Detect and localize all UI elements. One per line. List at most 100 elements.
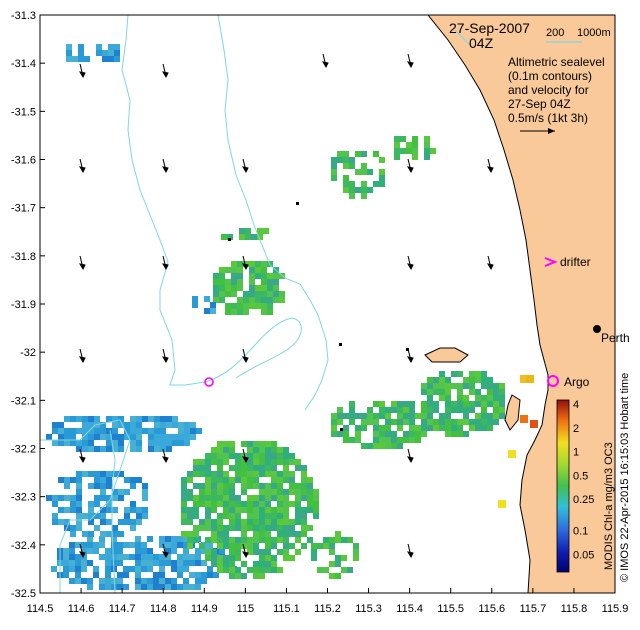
- chl-pixel: [259, 489, 265, 495]
- chl-pixel: [205, 453, 211, 459]
- chl-pixel: [445, 395, 451, 401]
- chl-pixel: [181, 507, 187, 513]
- chl-pixel: [223, 525, 229, 531]
- chl-pixel: [111, 584, 117, 590]
- chl-pixel: [367, 413, 373, 419]
- chl-pixel: [241, 477, 247, 483]
- chl-pixel: [147, 554, 153, 560]
- chl-pixel: [493, 389, 499, 395]
- chl-pixel: [204, 308, 210, 314]
- chl-pixel: [141, 554, 147, 560]
- chl-pixel: [241, 507, 247, 513]
- chl-pixel: [237, 261, 243, 267]
- chl-pixel: [403, 407, 409, 413]
- chl-pixel: [265, 537, 271, 543]
- chl-pixel: [106, 477, 112, 483]
- velocity-arrow-head: [408, 552, 413, 557]
- chl-pixel: [192, 302, 198, 308]
- chl-pixel: [64, 483, 70, 489]
- chl-pixel: [295, 489, 301, 495]
- chl-pixel: [184, 422, 190, 428]
- chl-pixel: [142, 428, 148, 434]
- chl-pixel: [317, 567, 323, 573]
- chl-pixel: [114, 50, 120, 56]
- chl-pixel: [457, 425, 463, 431]
- chl-pixel: [313, 501, 319, 507]
- chl-pixel: [229, 447, 235, 453]
- chl-pixel: [445, 431, 451, 437]
- chl-pixel: [211, 549, 217, 555]
- chl-pixel: [213, 291, 219, 297]
- chl-pixel: [123, 554, 129, 560]
- chl-pixel: [349, 193, 355, 199]
- chl-pixel: [211, 477, 217, 483]
- chl-pixel: [229, 513, 235, 519]
- chl-pixel: [265, 465, 271, 471]
- chl-pixel: [204, 296, 210, 302]
- chl-pixel: [243, 297, 249, 303]
- chl-pixel: [313, 507, 319, 513]
- chl-pixel: [261, 309, 267, 315]
- chl-pixel: [277, 453, 283, 459]
- chl-pixel: [259, 507, 265, 513]
- chl-pixel: [427, 419, 433, 425]
- chl-pixel: [397, 425, 403, 431]
- chl-pixel: [112, 422, 118, 428]
- chl-pixel: [82, 531, 88, 537]
- chl-pixel: [177, 560, 183, 566]
- chl-pixel: [75, 560, 81, 566]
- chl-pixel: [379, 157, 385, 163]
- chl-pixel: [211, 471, 217, 477]
- chl-pixel: [229, 567, 235, 573]
- chl-pixel: [154, 416, 160, 422]
- chl-pixel: [135, 566, 141, 572]
- chl-pixel: [187, 471, 193, 477]
- chl-pixel: [193, 501, 199, 507]
- chl-pixel: [199, 519, 205, 525]
- chl-pixel: [249, 267, 255, 273]
- chl-pixel: [129, 554, 135, 560]
- time-label: 04Z: [469, 35, 494, 51]
- chl-pixel: [247, 477, 253, 483]
- chl-pixel: [223, 447, 229, 453]
- chl-pixel: [124, 507, 130, 513]
- chl-pixel: [421, 407, 427, 413]
- chl-pixel: [181, 531, 187, 537]
- chl-pixel: [235, 513, 241, 519]
- chl-pixel: [100, 434, 106, 440]
- chl-pixel: [253, 501, 259, 507]
- chl-pixel: [259, 519, 265, 525]
- chl-pixel: [165, 584, 171, 590]
- chl-pixel: [211, 489, 217, 495]
- velocity-arrow-head: [80, 72, 85, 77]
- chl-pixel: [279, 297, 285, 303]
- chl-pixel: [190, 428, 196, 434]
- chl-pixel: [76, 416, 82, 422]
- chl-pixel: [257, 228, 263, 234]
- chl-pixel: [177, 584, 183, 590]
- credit-label: © IMOS 22-Apr-2015 16:15:03 Hobart time: [619, 373, 631, 582]
- chl-pixel: [355, 413, 361, 419]
- chl-pixel: [153, 578, 159, 584]
- chl-pixel: [253, 477, 259, 483]
- chl-pixel: [301, 477, 307, 483]
- chl-pixel: [217, 459, 223, 465]
- chl-pixel: [267, 291, 273, 297]
- chl-pixel: [181, 489, 187, 495]
- chl-pixel: [373, 413, 379, 419]
- chl-pixel: [217, 441, 223, 447]
- y-tick-label: -31.5: [11, 106, 36, 118]
- chl-pixel: [385, 437, 391, 443]
- chl-pixel: [403, 413, 409, 419]
- chl-pixel: [295, 459, 301, 465]
- chl-pixel: [118, 446, 124, 452]
- chl-pixel: [283, 489, 289, 495]
- chl-pixel: [433, 425, 439, 431]
- y-tick-label: -31.7: [11, 203, 36, 215]
- chl-pixel: [88, 507, 94, 513]
- chl-pixel: [211, 501, 217, 507]
- chl-pixel: [283, 459, 289, 465]
- chl-pixel: [217, 543, 223, 549]
- chl-pixel: [108, 50, 114, 56]
- chl-pixel: [231, 261, 237, 267]
